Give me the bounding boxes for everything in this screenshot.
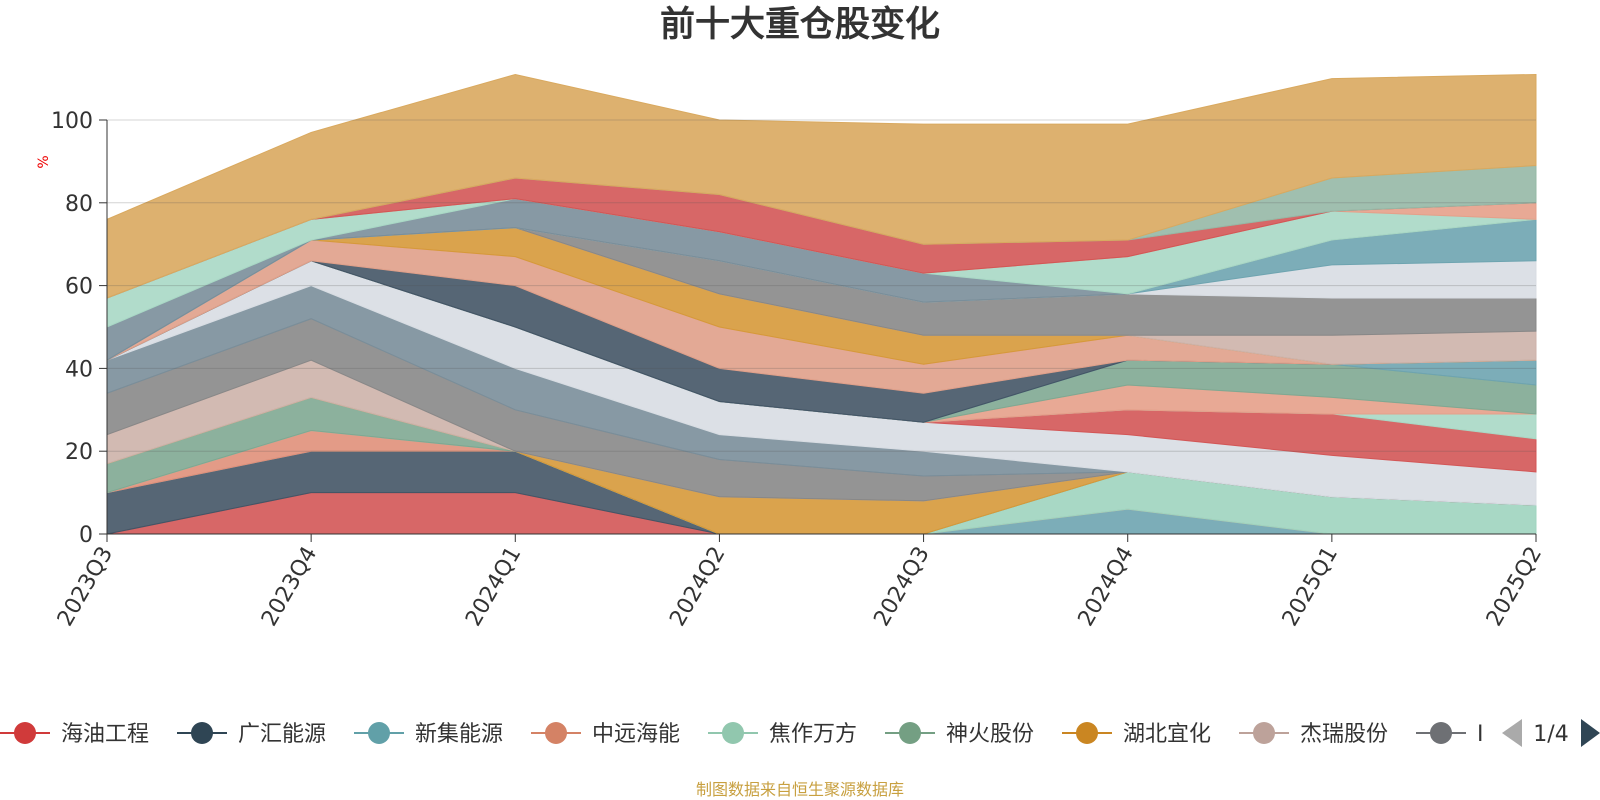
y-tick-label: 20 xyxy=(65,440,93,465)
legend-circle-icon xyxy=(545,722,567,744)
legend-label: 中远海能 xyxy=(592,722,680,747)
legend-item[interactable]: 湖北宜化 xyxy=(1062,722,1211,747)
legend-item[interactable]: 海油工程 xyxy=(0,722,149,747)
legend-item[interactable]: 神火股份 xyxy=(885,722,1034,747)
legend-circle-icon xyxy=(722,722,744,744)
x-tick-label: 2023Q3 xyxy=(53,543,118,631)
legend-prev-icon[interactable] xyxy=(1502,719,1522,747)
legend-next-icon[interactable] xyxy=(1581,719,1600,747)
legend-label: 神火股份 xyxy=(946,722,1034,747)
y-tick-label: 80 xyxy=(65,192,93,217)
legend-label: 焦作万方 xyxy=(769,722,857,747)
data-source-note: 制图数据来自恒生聚源数据库 xyxy=(696,780,904,799)
legend-label: 广汇能源 xyxy=(238,722,326,747)
legend-label: Ⅰ xyxy=(1477,722,1484,747)
legend-item[interactable]: 中远海能 xyxy=(531,722,680,747)
legend-item[interactable]: 新集能源 xyxy=(354,722,503,747)
y-tick-label: 0 xyxy=(79,523,93,548)
legend-circle-icon xyxy=(191,722,213,744)
legend-item[interactable]: Ⅰ xyxy=(1416,722,1484,747)
x-tick-label: 2023Q4 xyxy=(257,543,322,631)
area-series-29 xyxy=(106,73,1537,299)
x-tick-label: 2025Q1 xyxy=(1278,543,1343,631)
legend-label: 杰瑞股份 xyxy=(1300,722,1388,747)
legend: 海油工程 广汇能源 新集能源 中远海能 焦作万方 神火股份 湖北宜化 杰瑞股份 Ⅰ xyxy=(0,722,1484,747)
chart-title: 前十大重仓股变化 xyxy=(660,5,940,45)
x-tick-label: 2024Q1 xyxy=(461,543,526,631)
legend-page-indicator: 1/4 xyxy=(1533,722,1568,747)
x-tick-label: 2024Q4 xyxy=(1074,543,1139,631)
legend-label: 湖北宜化 xyxy=(1123,722,1211,747)
legend-pager: 1/4 xyxy=(1502,719,1600,747)
legend-item[interactable]: 广汇能源 xyxy=(177,722,326,747)
legend-circle-icon xyxy=(899,722,921,744)
y-tick-label: 60 xyxy=(65,275,93,300)
legend-circle-icon xyxy=(368,722,390,744)
legend-label: 海油工程 xyxy=(61,722,149,747)
x-tick-label: 2024Q3 xyxy=(869,543,934,631)
legend-item[interactable]: 焦作万方 xyxy=(708,722,857,747)
legend-item[interactable]: 杰瑞股份 xyxy=(1239,722,1388,747)
y-axis-unit: % xyxy=(36,155,52,168)
y-tick-label: 100 xyxy=(51,109,93,134)
y-tick-label: 40 xyxy=(65,357,93,382)
area-series-group xyxy=(106,73,1537,535)
legend-circle-icon xyxy=(1076,722,1098,744)
legend-circle-icon xyxy=(14,722,36,744)
legend-label: 新集能源 xyxy=(415,722,503,747)
legend-circle-icon xyxy=(1430,722,1452,744)
x-tick-label: 2025Q2 xyxy=(1482,543,1547,631)
legend-circle-icon xyxy=(1253,722,1275,744)
x-tick-label: 2024Q2 xyxy=(665,543,730,631)
